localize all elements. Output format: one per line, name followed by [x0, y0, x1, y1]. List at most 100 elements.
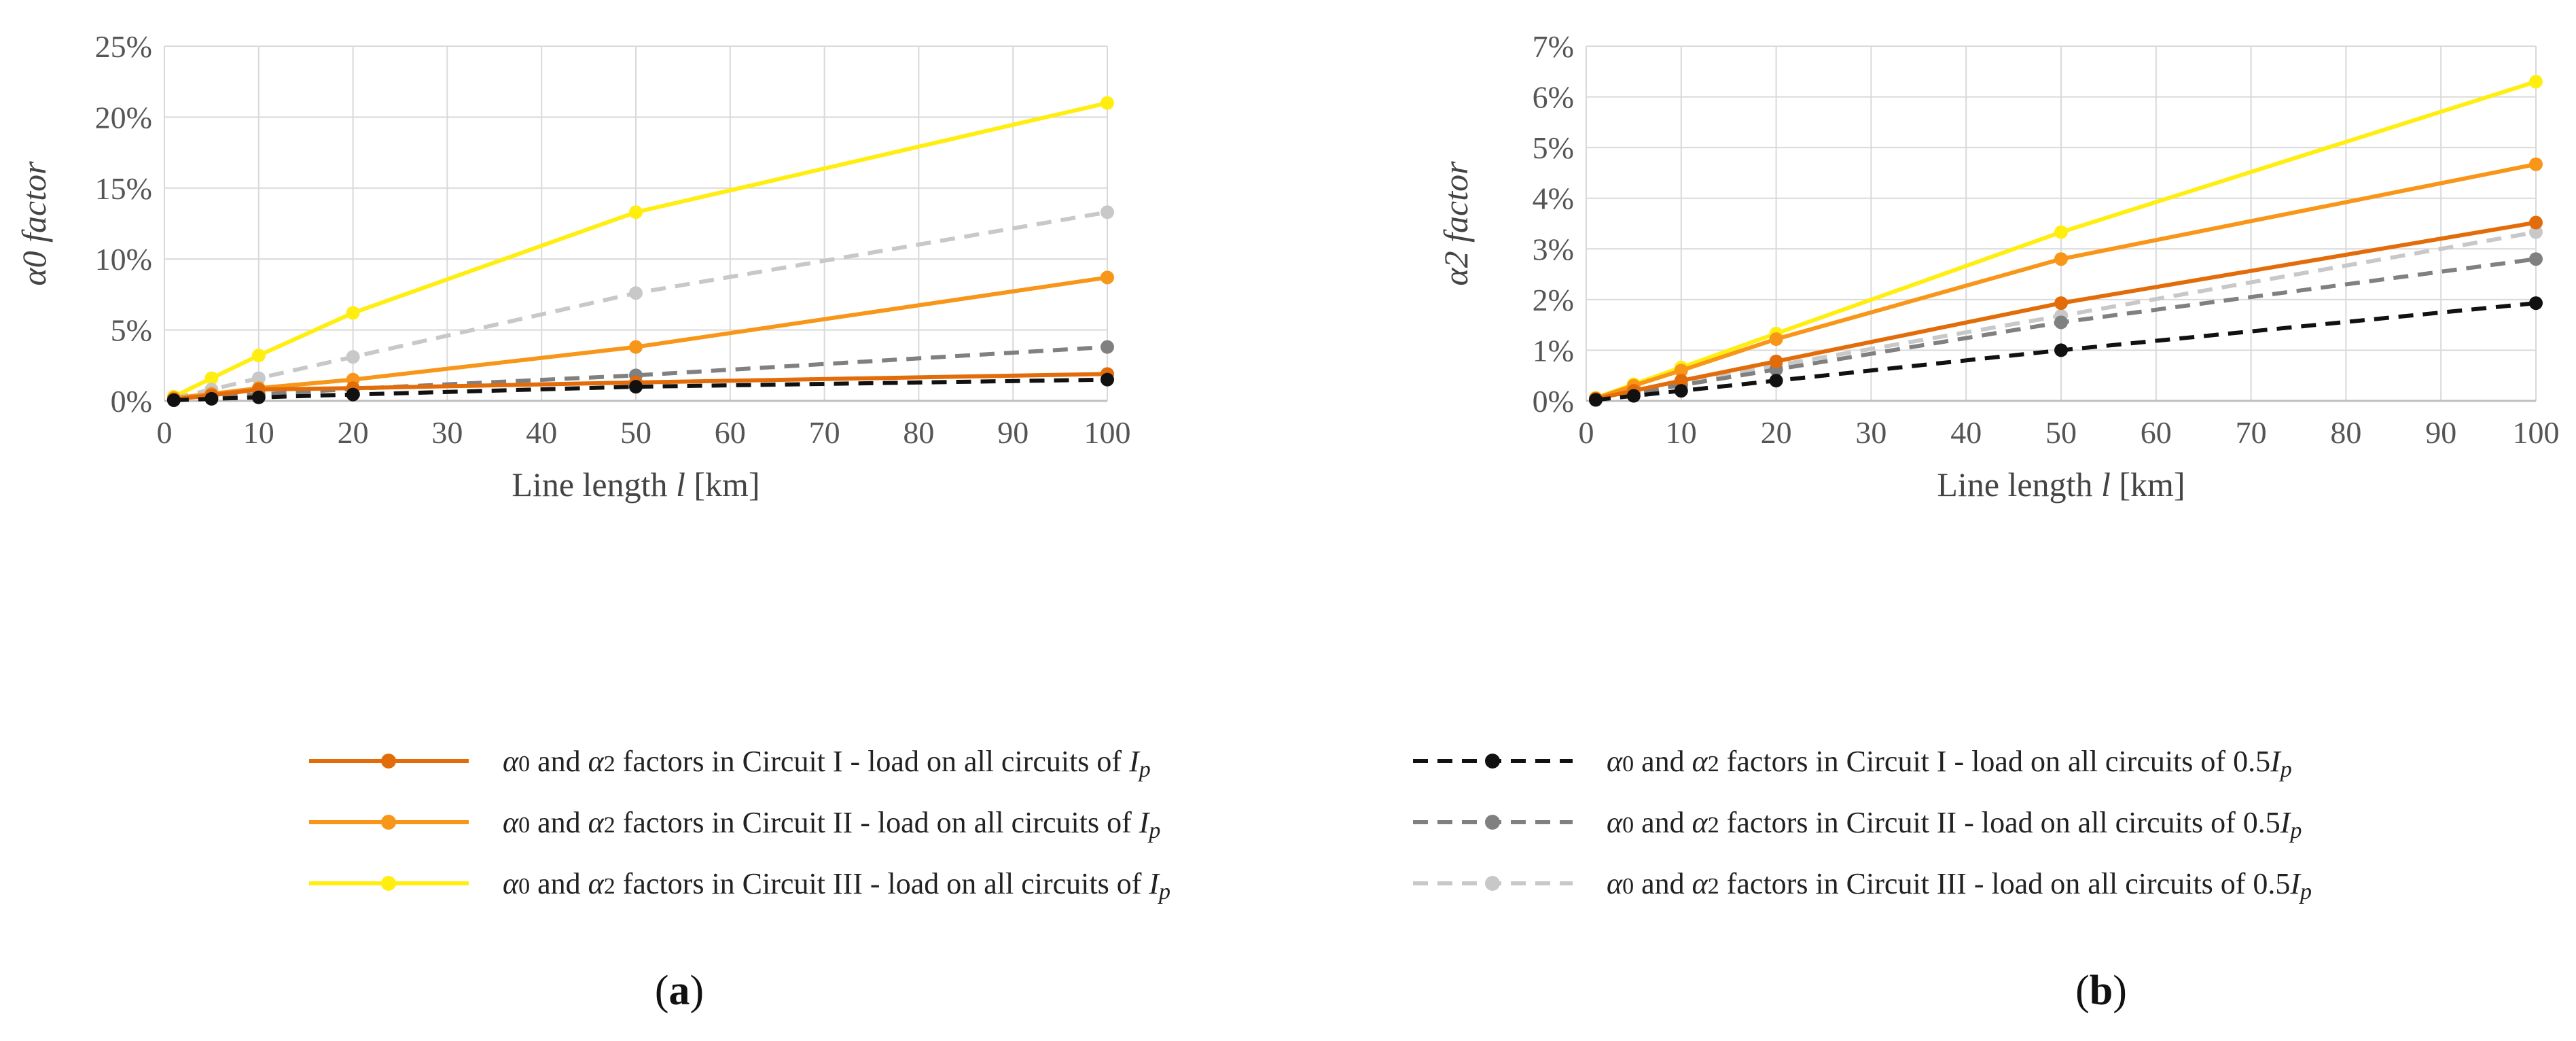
legend-sub2: 2: [604, 813, 615, 838]
legend-swatch-marker: [381, 815, 396, 830]
x-tick-label: 70: [2236, 415, 2267, 450]
legend-and: and: [1634, 867, 1692, 900]
legend-var-sub: p: [2299, 879, 2312, 904]
legend-label: α0 and α2 factors in Circuit I - load on…: [1607, 745, 2292, 782]
legend-sub2: 2: [604, 752, 615, 777]
legend-label: α0 and α2 factors in Circuit II - load o…: [1607, 806, 2302, 843]
x-tick-label: 90: [997, 415, 1028, 450]
x-tick-label: 60: [715, 415, 746, 450]
series-line: [173, 210, 1108, 400]
data-point: [346, 387, 360, 402]
legend-and: and: [530, 867, 588, 900]
legend-alpha0: α: [503, 867, 519, 900]
legend-swatch-marker: [1485, 876, 1500, 891]
legend-text: factors in Circuit III - load on all cir…: [1719, 867, 2253, 900]
x-tick-label: 20: [1761, 415, 1792, 450]
y-tick-label: 10%: [95, 242, 152, 277]
data-point: [1588, 393, 1603, 407]
x-tick-label: 10: [243, 415, 274, 450]
data-point: [2054, 343, 2068, 357]
x-axis-title: Line length l [km]: [512, 465, 759, 504]
data-point: [166, 393, 181, 407]
legend-coef: 0.5: [2253, 867, 2290, 900]
x-tick-label: 100: [2513, 415, 2560, 450]
data-point: [2529, 157, 2543, 171]
legend-text: factors in Circuit II - load on all circ…: [615, 806, 1139, 839]
legend-alpha0: α: [503, 806, 519, 839]
legend-var: I: [2270, 745, 2282, 778]
x-tick-label: 0: [157, 415, 173, 450]
data-point: [251, 349, 266, 363]
legend-and: and: [530, 745, 588, 778]
x-axis-title-text: Line length: [1937, 465, 2101, 504]
legend-item: α0 and α2 factors in Circuit I - load on…: [309, 745, 1151, 782]
legend-var-sub: p: [2289, 818, 2302, 843]
legend-sub0: 0: [1622, 752, 1634, 777]
series-line: [1595, 162, 2537, 401]
x-tick-label: 30: [1855, 415, 1886, 450]
legend-alpha2: α: [1692, 806, 1709, 839]
caption-paren: ): [690, 968, 704, 1014]
caption-paren: (: [655, 968, 669, 1014]
legend-sub0: 0: [518, 813, 530, 838]
legend-sub2: 2: [1708, 874, 1719, 899]
y-tick-label: 0%: [111, 384, 152, 419]
data-point: [346, 306, 360, 320]
y-tick-label: 7%: [1533, 29, 1574, 64]
y-tick-label: 6%: [1533, 80, 1574, 115]
legend-alpha0: α: [1607, 867, 1623, 900]
x-axis-title-text: Line length: [512, 465, 676, 504]
legend-var: I: [1128, 745, 1141, 778]
data-point: [251, 390, 266, 404]
caption-paren: ): [2113, 968, 2127, 1014]
x-tick-label: 80: [2330, 415, 2361, 450]
chart-panel-b: 0%1%2%3%4%5%6%7%0 10 20 30 40 50 60 70 80 90 100Li…: [1437, 29, 2560, 1014]
legend-alpha2: α: [1692, 867, 1709, 900]
legend-sub0: 0: [518, 874, 530, 899]
x-tick-label: 30: [431, 415, 463, 450]
series-line: [1595, 257, 2537, 402]
legend-text: factors in Circuit I - load on all circu…: [615, 745, 1129, 778]
x-tick-label: 10: [1666, 415, 1697, 450]
y-tick-label: 5%: [111, 313, 152, 348]
data-point: [2529, 296, 2543, 311]
y-tick-label: 4%: [1533, 181, 1574, 216]
legend-text: factors in Circuit II - load on all circ…: [1719, 806, 2243, 839]
y-axis-title: α2 factor: [1437, 161, 1475, 286]
legend-var-sub: p: [1158, 879, 1170, 904]
panel-caption-b: (b): [2075, 968, 2127, 1014]
legend-and: and: [1634, 806, 1692, 839]
legend-alpha2: α: [588, 867, 605, 900]
data-point: [251, 371, 266, 385]
data-point: [2529, 225, 2543, 239]
data-point: [629, 380, 643, 394]
data-point: [1769, 374, 1783, 388]
data-point: [1101, 96, 1114, 110]
legend-alpha0: α: [1607, 806, 1623, 839]
data-point: [629, 205, 643, 219]
data-point: [204, 371, 219, 385]
x-axis-title-unit: [km]: [2111, 465, 2185, 504]
data-point: [346, 350, 360, 364]
data-point: [1769, 354, 1783, 368]
x-axis-title-var: l: [676, 465, 685, 504]
data-point: [1101, 205, 1114, 219]
data-point: [1101, 270, 1114, 285]
legend-coef: 0.5: [2243, 806, 2280, 839]
x-tick-label: 40: [526, 415, 557, 450]
caption-letter: b: [2090, 968, 2113, 1014]
legend-var: I: [1139, 806, 1151, 839]
legend-var: I: [2289, 867, 2302, 900]
legend-text: factors in Circuit I - load on all circu…: [1719, 745, 2233, 778]
data-point: [1101, 372, 1114, 387]
legend-var-sub: p: [1138, 757, 1151, 782]
data-point: [2054, 315, 2068, 330]
y-tick-label: 15%: [95, 171, 152, 206]
legend-sub0: 0: [518, 752, 530, 777]
x-tick-label: 50: [620, 415, 651, 450]
x-axis-title-unit: [km]: [685, 465, 760, 504]
legend-alpha2: α: [588, 806, 605, 839]
series-line: [173, 101, 1108, 399]
